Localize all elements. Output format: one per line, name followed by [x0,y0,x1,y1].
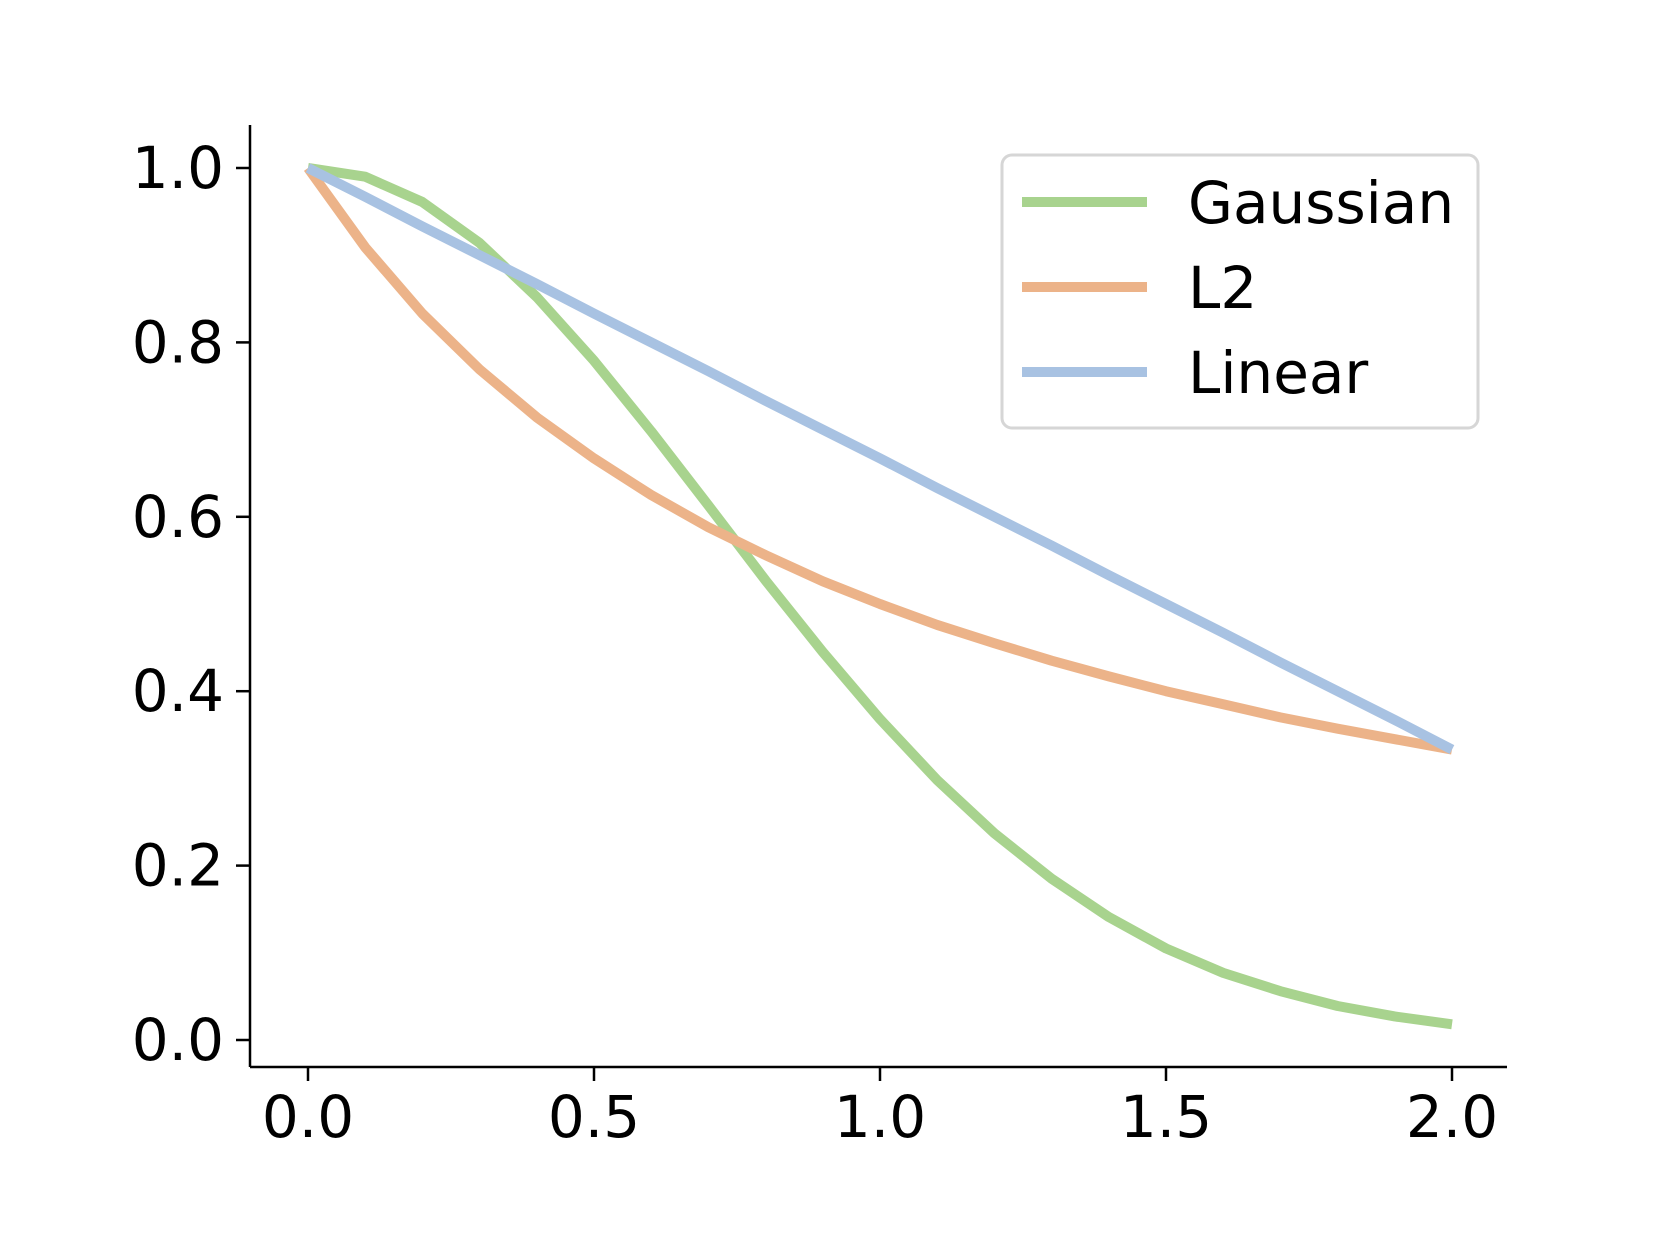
series-line-l2 [303,165,1453,755]
ticks-layer: 0.0 0.5 1.0 1.5 2.0 0.0 0.2 0.4 0.6 0.8 1.0 [132,134,1498,1151]
y-tick-label: 0.8 [132,308,224,376]
x-tick-label: 2.0 [1406,1083,1498,1151]
legend: Gaussian L2 Linear [1000,153,1480,430]
series-layer [303,163,1455,1030]
x-tick-label: 1.0 [834,1083,926,1151]
x-tick-label: 1.5 [1120,1083,1212,1151]
legend-frame [1000,153,1480,430]
legend-label-l2: L2 [1188,254,1257,322]
y-tick-label: 0.4 [132,657,224,725]
axes-layer [248,125,1507,1069]
x-tick-label: 0.5 [548,1083,640,1151]
y-tick-label: 0.6 [132,483,224,551]
y-tick-label: 1.0 [132,134,224,202]
y-tick-label: 0.2 [132,832,224,900]
legend-items: Gaussian L2 Linear [1022,169,1454,407]
legend-label-gaussian: Gaussian [1188,169,1454,237]
x-tick-label: 0.0 [262,1083,354,1151]
series-line-linear [305,163,1455,755]
y-tick-label: 0.0 [132,1006,224,1074]
legend-label-linear: Linear [1188,339,1368,407]
